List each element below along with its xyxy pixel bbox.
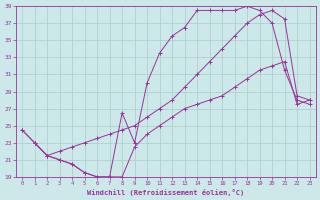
X-axis label: Windchill (Refroidissement éolien,°C): Windchill (Refroidissement éolien,°C) bbox=[87, 189, 244, 196]
